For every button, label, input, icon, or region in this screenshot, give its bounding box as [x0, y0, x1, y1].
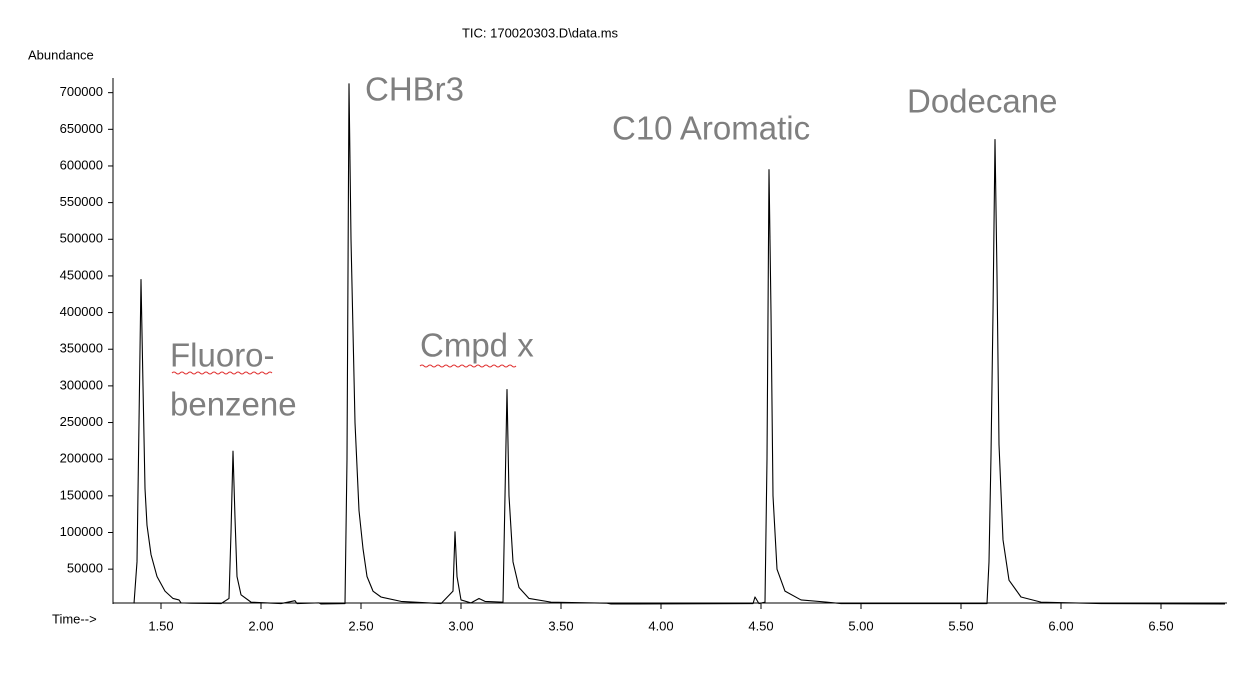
y-tick-label: 100000 — [60, 524, 103, 539]
x-tick-label: 3.00 — [448, 618, 473, 633]
y-tick-label: 250000 — [60, 414, 103, 429]
x-tick-label: 2.50 — [348, 618, 373, 633]
y-tick-label: 50000 — [67, 561, 103, 576]
y-tick-label: 350000 — [60, 341, 103, 356]
x-tick-label: 6.00 — [1048, 618, 1073, 633]
y-tick-label: 300000 — [60, 377, 103, 392]
peak-annotation: C10 Aromatic — [612, 110, 810, 147]
y-tick-label: 150000 — [60, 487, 103, 502]
peak-annotation: CHBr3 — [365, 71, 464, 108]
x-tick-label: 4.00 — [648, 618, 673, 633]
x-tick-label: 5.50 — [948, 618, 973, 633]
y-tick-label: 550000 — [60, 194, 103, 209]
y-tick-label: 200000 — [60, 451, 103, 466]
chart-title: TIC: 170020303.D\data.ms — [462, 25, 619, 40]
y-tick-label: 650000 — [60, 121, 103, 136]
y-tick-label: 600000 — [60, 157, 103, 172]
peak-annotation: benzene — [170, 386, 297, 423]
x-tick-label: 2.00 — [248, 618, 273, 633]
x-tick-label: 3.50 — [548, 618, 573, 633]
peak-annotation: Fluoro- — [170, 337, 275, 374]
x-tick-label: 1.50 — [148, 618, 173, 633]
spellcheck-underline — [171, 371, 273, 375]
x-tick-label: 4.50 — [748, 618, 773, 633]
y-tick-label: 500000 — [60, 231, 103, 246]
x-tick-label: 5.00 — [848, 618, 873, 633]
y-tick-label: 400000 — [60, 304, 103, 319]
spellcheck-underline — [419, 364, 517, 368]
peak-annotation: Cmpd x — [420, 327, 534, 364]
x-tick-label: 6.50 — [1148, 618, 1173, 633]
peak-annotation: Dodecane — [907, 83, 1057, 120]
y-tick-label: 700000 — [60, 84, 103, 99]
y-axis-label: Abundance — [28, 47, 94, 62]
x-axis-label: Time--> — [52, 611, 97, 626]
y-tick-label: 450000 — [60, 267, 103, 282]
chromatogram-trace — [133, 83, 1226, 605]
